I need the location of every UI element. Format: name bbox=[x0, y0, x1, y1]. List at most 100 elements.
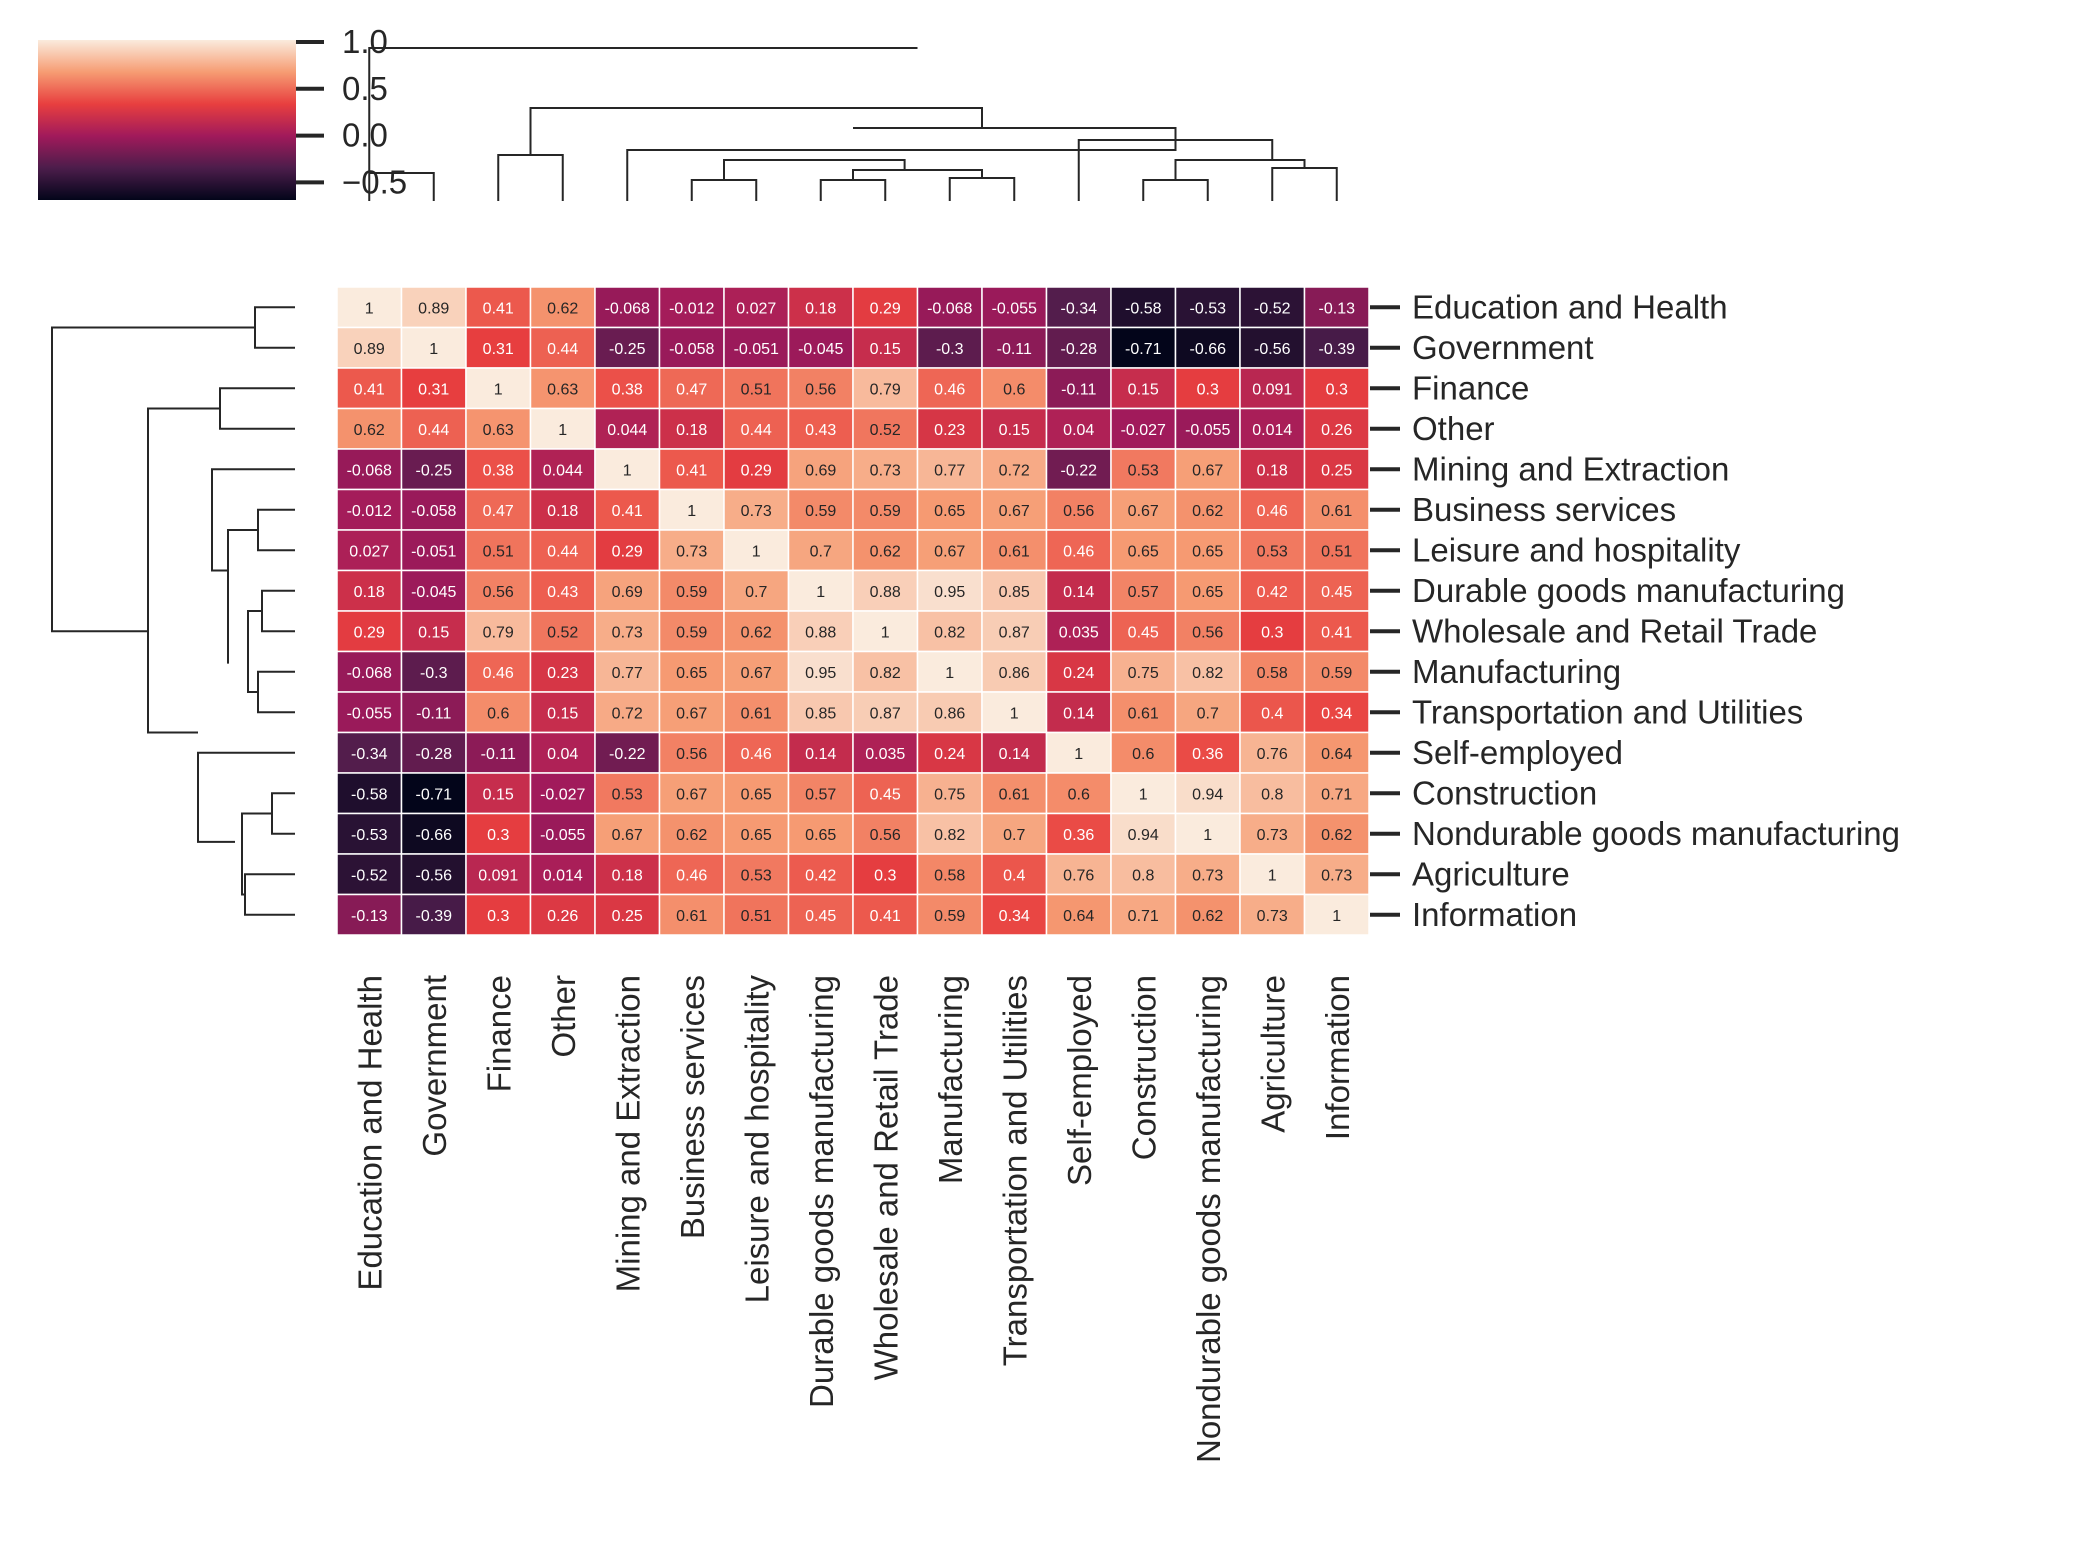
cell-value-label: 0.75 bbox=[1128, 665, 1159, 682]
heatmap-cell bbox=[529, 569, 596, 612]
cell-value-label: 0.14 bbox=[1063, 705, 1094, 722]
heatmap-cell bbox=[1239, 488, 1306, 531]
heatmap-cell bbox=[658, 893, 725, 936]
cell-value-label: -0.53 bbox=[351, 827, 388, 844]
cell-value-label: 0.71 bbox=[1321, 786, 1352, 803]
heatmap-cell bbox=[787, 731, 854, 774]
cell-value-label: 0.04 bbox=[1063, 422, 1094, 439]
heatmap-cell bbox=[981, 367, 1048, 410]
cell-value-label: 0.34 bbox=[999, 908, 1030, 925]
cell-value-label: 0.64 bbox=[1063, 908, 1094, 925]
column-dendrogram-link bbox=[1142, 179, 1209, 201]
heatmap-cell bbox=[1303, 812, 1370, 855]
cell-value-label: 0.044 bbox=[543, 462, 583, 479]
cell-value-label: -0.027 bbox=[1121, 422, 1166, 439]
cell-value-label: 0.57 bbox=[805, 786, 836, 803]
cell-value-label: -0.055 bbox=[540, 827, 585, 844]
heatmap-cell bbox=[336, 529, 403, 572]
heatmap-cell bbox=[787, 691, 854, 734]
cell-value-label: -0.52 bbox=[1254, 300, 1291, 317]
heatmap-cell bbox=[594, 691, 661, 734]
heatmap-cell bbox=[723, 448, 790, 491]
heatmap-annotations: 1 0.89 0.41 0.62 -0.068 -0.012 0.027 0.18 0.29 -0… bbox=[347, 300, 1356, 925]
cell-value-label: 0.61 bbox=[1128, 705, 1159, 722]
cell-value-label: 1 bbox=[816, 584, 825, 601]
heatmap-cell bbox=[336, 407, 403, 450]
heatmap-cell bbox=[1303, 326, 1370, 369]
cell-value-label: 0.41 bbox=[612, 503, 643, 520]
cell-value-label: 1 bbox=[945, 665, 954, 682]
cell-value-label: 0.29 bbox=[870, 300, 901, 317]
cell-value-label: -0.71 bbox=[1125, 341, 1162, 358]
column-tick-label: Education and Health bbox=[351, 975, 388, 1291]
row-tick-label: Leisure and hospitality bbox=[1412, 531, 1741, 568]
colorbar: 1.0 0.5 0.0 −0.5 bbox=[38, 23, 407, 200]
heatmap-cell bbox=[787, 367, 854, 410]
cell-value-label: 0.29 bbox=[741, 462, 772, 479]
cell-value-label: 0.34 bbox=[1321, 705, 1352, 722]
cell-value-label: 0.8 bbox=[1261, 786, 1283, 803]
column-tick-label: Information bbox=[1319, 975, 1356, 1140]
row-dendrogram-link bbox=[197, 751, 295, 843]
cell-value-label: 0.61 bbox=[1321, 503, 1352, 520]
heatmap-cell bbox=[336, 853, 403, 896]
cell-value-label: 0.73 bbox=[612, 624, 643, 641]
column-tick-label: Durable goods manufacturing bbox=[803, 975, 840, 1408]
heatmap-cell bbox=[981, 731, 1048, 774]
heatmap-cell bbox=[916, 407, 983, 450]
cell-value-label: 0.41 bbox=[354, 381, 385, 398]
row-tick-label: Government bbox=[1412, 329, 1594, 366]
cell-value-label: 0.72 bbox=[999, 462, 1030, 479]
heatmap-cell bbox=[1045, 367, 1112, 410]
row-tick-label: Mining and Extraction bbox=[1412, 450, 1729, 487]
cell-value-label: -0.051 bbox=[411, 543, 456, 560]
heatmap-cell bbox=[465, 407, 532, 450]
row-dendrogram-link bbox=[257, 670, 295, 714]
heatmap-cell bbox=[852, 407, 919, 450]
heatmap-cell bbox=[1174, 650, 1241, 693]
cell-value-label: 0.87 bbox=[999, 624, 1030, 641]
cell-value-label: 1 bbox=[494, 381, 503, 398]
cell-value-label: 0.59 bbox=[934, 908, 965, 925]
row-tick-label: Business services bbox=[1412, 491, 1676, 528]
cell-value-label: 0.7 bbox=[1197, 705, 1219, 722]
cell-value-label: -0.56 bbox=[416, 867, 453, 884]
cell-value-label: 0.18 bbox=[1257, 462, 1288, 479]
cell-value-label: 0.42 bbox=[1257, 584, 1288, 601]
colorbar-tick-label: 1.0 bbox=[342, 23, 388, 60]
cell-value-label: -0.58 bbox=[1125, 300, 1162, 317]
row-dendrogram-link bbox=[244, 873, 295, 916]
cell-value-label: 0.15 bbox=[483, 786, 514, 803]
cell-value-label: 0.26 bbox=[1321, 422, 1352, 439]
heatmap-cell bbox=[1110, 812, 1177, 855]
cell-value-label: 1 bbox=[365, 300, 374, 317]
cell-value-label: 0.67 bbox=[1128, 503, 1159, 520]
column-tick-label: Mining and Extraction bbox=[609, 975, 646, 1292]
row-dendrogram-link bbox=[219, 387, 295, 430]
cell-value-label: 0.59 bbox=[676, 624, 707, 641]
cell-value-label: 0.18 bbox=[805, 300, 836, 317]
heatmap-cell bbox=[1174, 893, 1241, 936]
row-dendrogram-link bbox=[247, 610, 262, 693]
cell-value-label: 0.63 bbox=[547, 381, 578, 398]
heatmap-cell bbox=[400, 610, 467, 653]
cell-value-label: 0.53 bbox=[1128, 462, 1159, 479]
cell-value-label: -0.068 bbox=[347, 665, 392, 682]
cell-value-label: 0.61 bbox=[741, 705, 772, 722]
cell-value-label: 0.18 bbox=[676, 422, 707, 439]
heatmap-cell bbox=[1174, 407, 1241, 450]
heatmap-cell bbox=[981, 326, 1048, 369]
column-tick-label: Agriculture bbox=[1254, 975, 1291, 1133]
cell-value-label: 0.23 bbox=[547, 665, 578, 682]
heatmap-cell bbox=[1303, 893, 1370, 936]
cell-value-label: 0.67 bbox=[1192, 462, 1223, 479]
heatmap-cell bbox=[787, 772, 854, 815]
cell-value-label: 0.62 bbox=[1321, 827, 1352, 844]
cell-value-label: 0.86 bbox=[999, 665, 1030, 682]
cell-value-label: 0.56 bbox=[1192, 624, 1223, 641]
cell-value-label: 0.014 bbox=[1252, 422, 1292, 439]
heatmap-cell bbox=[336, 569, 403, 612]
heatmap-cell bbox=[981, 529, 1048, 572]
cell-value-label: 0.82 bbox=[870, 665, 901, 682]
cell-value-label: 0.15 bbox=[870, 341, 901, 358]
